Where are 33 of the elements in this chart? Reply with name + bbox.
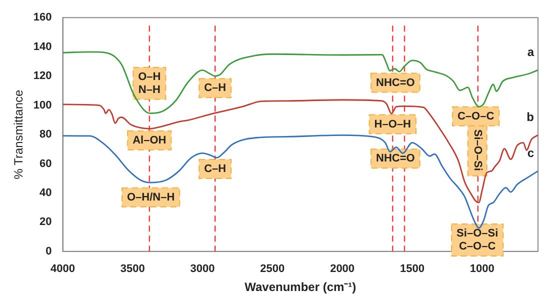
y-axis-title: % Transmittance [12, 89, 26, 180]
y-tick-label: 0 [46, 245, 52, 258]
annotation: H–O–H [374, 118, 412, 130]
series-label: c [527, 146, 534, 160]
annotation: NHC=O [376, 152, 416, 165]
annotation: Si–O–Si [471, 129, 484, 171]
line-series [62, 99, 538, 204]
y-tick-label: 160 [33, 12, 52, 24]
annotation: C–H [204, 163, 226, 176]
x-tick-label: 3500 [120, 263, 145, 276]
annotation: O–H/N–H [126, 191, 175, 204]
y-tick-label: 40 [40, 186, 52, 199]
x-axis-title: Wavenumber (cm⁻¹) [244, 280, 356, 294]
y-tick-label: 80 [40, 128, 52, 141]
series-label: a [527, 45, 534, 60]
annotation: C–O–C [457, 110, 494, 122]
y-tick-label: 60 [40, 158, 52, 170]
annotation: O–H N–H [138, 70, 161, 96]
x-tick-label: 2000 [330, 263, 355, 276]
annotation: C–H [204, 82, 226, 94]
x-tick-label: 4000 [50, 263, 75, 276]
series-label: b [526, 110, 534, 124]
y-tick-label: 100 [33, 99, 52, 112]
x-tick-label: 1500 [400, 263, 424, 276]
y-tick-label: 20 [40, 216, 52, 228]
y-tick-label: 120 [33, 70, 52, 82]
y-tick-label: 140 [33, 40, 52, 53]
annotation: Al–OH [132, 134, 166, 146]
x-tick-label: 1000 [470, 263, 494, 276]
x-tick-label: 3000 [190, 263, 215, 276]
annotation: Si–O–Si C–O–C [456, 228, 498, 253]
annotation: NHC=O [376, 76, 416, 89]
x-tick-label: 2500 [260, 263, 285, 276]
